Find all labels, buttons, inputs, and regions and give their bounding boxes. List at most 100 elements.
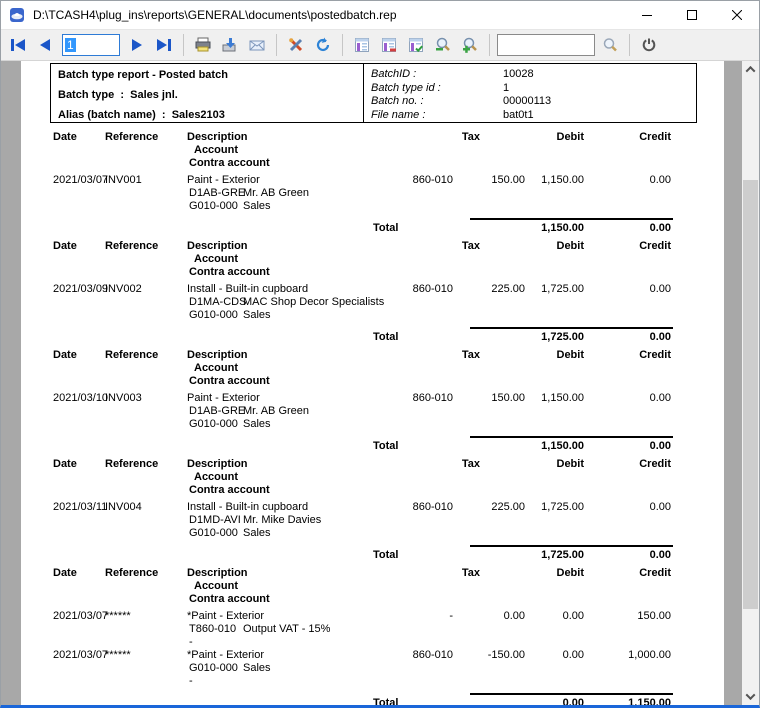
next-page-button[interactable] xyxy=(125,33,149,57)
batch-block: Date Reference Description Tax Debit Credit Ac… xyxy=(21,349,724,453)
block-entries: 2021/03/09 INV002 Install - Built-in cupbo… xyxy=(21,283,724,322)
batch-block: Date Reference Description Tax Debit Credit Ac… xyxy=(21,458,724,562)
report-row: Total 0.00 1,150.00 xyxy=(21,697,724,705)
report-row: 2021/03/07 INV001 Paint - Exterior 860-010 1… xyxy=(21,174,724,187)
cell-account-code: D1AB-GRE xyxy=(189,405,246,417)
cell-tax-code: 860-010 xyxy=(412,501,453,513)
first-page-button[interactable] xyxy=(6,33,30,57)
col-description: Description xyxy=(187,458,248,470)
col-date: Date xyxy=(53,458,77,470)
col-account: Account xyxy=(194,144,238,156)
col-description: Description xyxy=(187,567,248,579)
col-account: Account xyxy=(194,253,238,265)
page-layout-remove-button[interactable] xyxy=(377,33,401,57)
scroll-down-button[interactable] xyxy=(742,688,759,705)
page-layout-check-icon xyxy=(409,38,423,53)
col-reference: Reference xyxy=(105,131,159,143)
cell-account-code: G010-000 xyxy=(189,662,238,674)
report-row: 2021/03/07 ****** *Paint - Exterior - 0.00 0.… xyxy=(21,610,724,623)
file-name-label: File name : xyxy=(371,109,426,121)
chevron-up-icon xyxy=(745,65,756,76)
cell-debit: 1,725.00 xyxy=(541,501,584,513)
cell-date: 2021/03/10 xyxy=(53,392,109,404)
batch-id-value: 10028 xyxy=(503,68,534,80)
cell-debit: 1,725.00 xyxy=(541,283,584,295)
toolbar-separator xyxy=(489,34,490,56)
cell-description: Install - Built-in cupboard xyxy=(187,283,309,295)
total-rule xyxy=(470,436,673,438)
cell-reference: ****** xyxy=(105,649,131,661)
report-row: Contra account xyxy=(21,484,724,497)
cell-account-code: T860-010 xyxy=(189,623,237,635)
report-row: 2021/03/11 INV004 Install - Built-in cupbo… xyxy=(21,501,724,514)
cell-tax-amount: 225.00 xyxy=(491,283,525,295)
cell-contra-code: G010-000 xyxy=(189,527,238,539)
cell-debit: 1,150.00 xyxy=(541,392,584,404)
total-debit: 1,725.00 xyxy=(541,549,584,561)
page-number-value: 1 xyxy=(65,38,76,52)
zoom-out-button[interactable] xyxy=(431,33,455,57)
zoom-in-icon xyxy=(463,37,477,53)
batch-block: Date Reference Description Tax Debit Credit Ac… xyxy=(21,567,724,705)
total-credit: 0.00 xyxy=(649,440,671,452)
toolbar-separator xyxy=(629,34,630,56)
cell-contra-name: Sales xyxy=(243,309,271,321)
settings-button[interactable] xyxy=(284,33,308,57)
vertical-scrollbar[interactable] xyxy=(742,61,759,705)
page-layout-button[interactable] xyxy=(350,33,374,57)
titlebar: D:\TCASH4\plug_ins\reports\GENERAL\docum… xyxy=(1,1,759,29)
col-tax: Tax xyxy=(461,567,480,579)
page-layout-icon xyxy=(355,38,369,52)
col-reference: Reference xyxy=(105,240,159,252)
report-row: - xyxy=(21,675,724,688)
cell-date: 2021/03/11 xyxy=(53,501,108,513)
search-button[interactable] xyxy=(598,33,622,57)
report-row: Date Reference Description Tax Debit Credit xyxy=(21,458,724,471)
email-button[interactable] xyxy=(245,33,269,57)
cell-contra-code: - xyxy=(189,675,193,687)
power-button[interactable] xyxy=(637,33,661,57)
col-contra-account: Contra account xyxy=(189,593,270,605)
scroll-up-button[interactable] xyxy=(742,61,759,78)
col-debit: Debit xyxy=(556,240,585,252)
maximize-button[interactable] xyxy=(669,1,714,29)
report-title: Batch type report - Posted batch xyxy=(58,69,228,81)
col-contra-account: Contra account xyxy=(189,266,270,278)
toolbar-separator xyxy=(342,34,343,56)
refresh-button[interactable] xyxy=(311,33,335,57)
batch-type-line: Batch type : Sales jnl. xyxy=(58,89,178,101)
col-tax: Tax xyxy=(461,131,480,143)
col-debit: Debit xyxy=(556,349,585,361)
scrollbar-thumb[interactable] xyxy=(743,180,758,609)
zoom-in-button[interactable] xyxy=(458,33,482,57)
cell-account-code: D1MA-CDS xyxy=(189,296,247,308)
total-label: Total xyxy=(373,440,399,452)
page-number-input[interactable]: 1 xyxy=(62,34,120,56)
cell-tax-amount: -150.00 xyxy=(487,649,525,661)
col-contra-account: Contra account xyxy=(189,484,270,496)
zoom-out-icon xyxy=(436,37,450,51)
last-page-button[interactable] xyxy=(152,33,176,57)
report-row: G010-000 Sales xyxy=(21,418,724,431)
print-button[interactable] xyxy=(191,33,215,57)
export-button[interactable] xyxy=(218,33,242,57)
total-debit: 0.00 xyxy=(562,697,584,705)
cell-tax-code: - xyxy=(449,610,453,622)
report-row: Date Reference Description Tax Debit Credit xyxy=(21,567,724,580)
cell-credit: 0.00 xyxy=(649,283,671,295)
cell-description: *Paint - Exterior xyxy=(187,649,265,661)
cell-description: Paint - Exterior xyxy=(187,392,260,404)
minimize-button[interactable] xyxy=(624,1,669,29)
report-row: Contra account xyxy=(21,157,724,170)
cell-account-name: Output VAT - 15% xyxy=(243,623,331,635)
page-layout-check-button[interactable] xyxy=(404,33,428,57)
close-button[interactable] xyxy=(714,1,759,29)
chevron-down-icon xyxy=(745,690,756,701)
cell-account-name: Mr. Mike Davies xyxy=(243,514,322,526)
toolbar: 1 xyxy=(1,29,759,61)
search-input[interactable] xyxy=(497,34,595,56)
previous-page-button[interactable] xyxy=(33,33,57,57)
cell-date: 2021/03/07 xyxy=(53,174,109,186)
refresh-icon xyxy=(316,37,330,52)
